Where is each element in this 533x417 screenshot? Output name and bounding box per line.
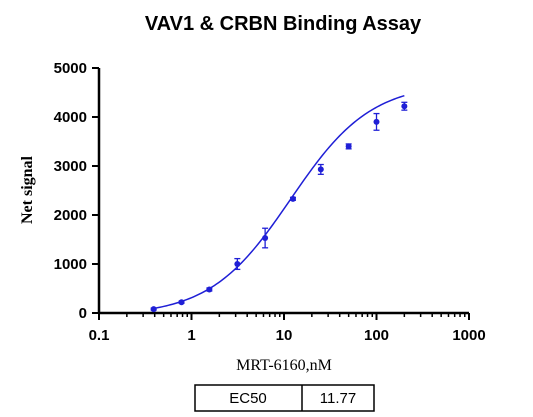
y-ticks: 0 1000 2000 3000 4000 5000 xyxy=(54,60,99,322)
data-point xyxy=(373,118,380,125)
data-point xyxy=(317,166,324,173)
x-tick-label: 1000 xyxy=(452,327,485,344)
data-point xyxy=(178,299,185,306)
results-table-value: 11.77 xyxy=(320,390,356,407)
y-tick-label: 5000 xyxy=(54,60,87,77)
data-point xyxy=(262,235,269,242)
axes xyxy=(97,68,469,315)
results-table-label: EC50 xyxy=(229,390,267,407)
x-axis-title: MRT-6160,nM xyxy=(236,357,332,374)
x-ticks: 0.1 1 10 100 1000 xyxy=(89,313,486,344)
y-tick-label: 2000 xyxy=(54,207,87,224)
data-points xyxy=(150,103,408,313)
data-point xyxy=(150,306,157,313)
results-table-border xyxy=(194,384,375,412)
y-axis-title: Net signal xyxy=(19,155,36,224)
data-point xyxy=(345,143,352,150)
y-tick-label: 4000 xyxy=(54,109,87,126)
x-tick-label: 100 xyxy=(364,327,389,344)
data-point xyxy=(234,261,241,267)
error-bars xyxy=(150,101,408,311)
y-tick-label: 3000 xyxy=(54,158,87,175)
data-point xyxy=(401,103,408,110)
results-table: EC50 11.77 xyxy=(194,384,375,412)
chart-title: VAV1 & CRBN Binding Assay xyxy=(145,13,422,35)
data-point xyxy=(206,286,213,293)
x-tick-label: 0.1 xyxy=(89,327,110,344)
data-point xyxy=(289,195,296,202)
x-tick-label: 1 xyxy=(187,327,195,344)
y-tick-label: 1000 xyxy=(54,256,87,273)
y-tick-label: 0 xyxy=(79,305,87,322)
fit-curve xyxy=(153,94,405,310)
x-tick-label: 10 xyxy=(276,327,293,344)
